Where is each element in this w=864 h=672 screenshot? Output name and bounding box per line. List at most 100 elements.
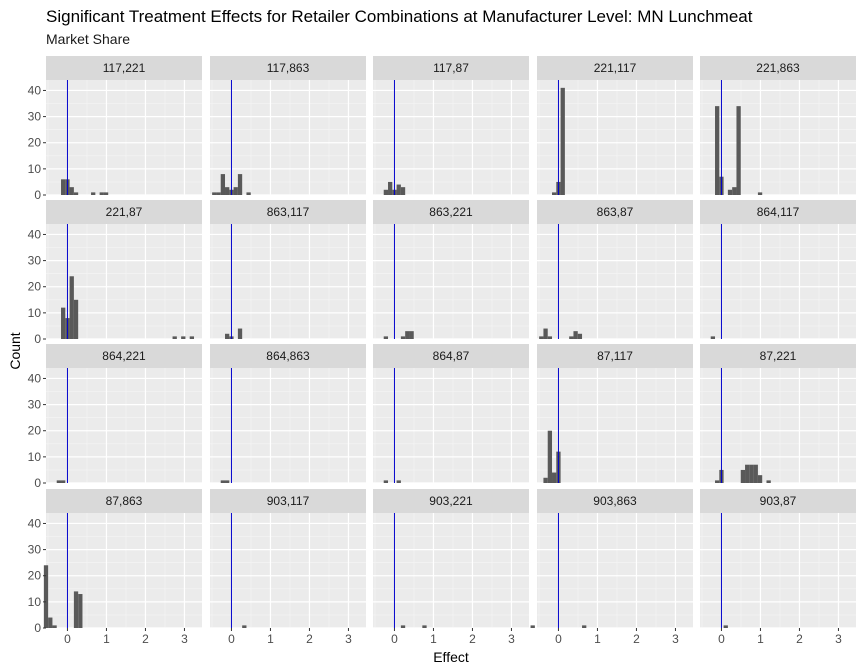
histogram-bar [766,480,771,483]
facet-strip-label: 863,87 [597,205,634,219]
histogram-bar [52,625,57,628]
facet-strip-label: 221,117 [594,61,637,75]
histogram-bar [242,625,247,628]
facet-strip-label: 863,221 [429,205,473,219]
y-tick-label: 30 [28,110,42,124]
histogram-bar [233,187,238,195]
histogram-bar [405,331,410,339]
facet-panel: 221,863 [700,56,856,196]
facet-panel: 117,863 [210,56,366,196]
histogram-bar [710,336,716,339]
panel-background [373,224,529,339]
histogram-bar [552,472,557,483]
histogram-bar [543,328,548,339]
panel-background [210,368,366,483]
panel-background [700,513,856,628]
panel-background [537,224,693,339]
histogram-bar [732,187,737,195]
x-tick-label: 1 [267,632,274,646]
y-tick-label: 0 [34,621,41,635]
panel-background [46,368,202,483]
histogram-bar [103,192,109,195]
panel-background [210,80,366,195]
y-tick-label: 10 [28,162,42,176]
facet-strip [46,489,202,513]
panel-background [46,513,202,628]
facet-strip [373,344,529,368]
x-tick-label: 2 [633,632,640,646]
facet-strip [373,489,529,513]
chart-subtitle: Market Share [46,31,130,47]
histogram-bar [383,336,389,339]
panel-background [537,368,693,483]
y-axis-title: Count [7,332,23,369]
histogram-bar [246,192,251,195]
panel-background [373,513,529,628]
panel-background [700,80,856,195]
histogram-bar [172,336,177,339]
facet-strip-label: 903,221 [429,494,473,508]
facet-strip [537,56,693,80]
histogram-bar [225,333,230,339]
histogram-bar [745,464,750,483]
histogram-bar [396,184,401,195]
facet-strip [46,200,202,224]
y-tick-label: 0 [34,332,41,346]
y-tick-label: 30 [28,254,42,268]
histogram-bar [400,187,406,195]
facet-panel: 87,863 0 10 20 30 40 0 1 2 3 [28,489,202,646]
x-tick-label: 2 [796,632,803,646]
histogram-bar [552,192,557,195]
histogram-bar [388,181,393,195]
facet-strip-label: 117,863 [267,61,310,75]
facet-strip-label: 87,863 [106,494,143,508]
facet-panel: 903,87 0 1 2 3 [700,489,856,646]
histogram-bar [61,179,66,195]
facet-panel: 117,221 0 10 20 30 40 [28,56,202,202]
histogram-bar [409,331,414,339]
facet-strip-label: 903,87 [760,494,797,508]
histogram-bar [73,299,79,339]
histogram-bar [189,336,195,339]
facet-panel: 864,863 [210,344,366,484]
y-tick-label: 20 [28,424,42,438]
facet-strip-label: 864,87 [433,349,470,363]
facet-panel: 863,87 [537,200,693,340]
x-tick-label: 1 [103,632,110,646]
facet-panel: 117,87 [373,56,529,196]
x-tick-label: 1 [430,632,437,646]
facet-panel: 863,117 [210,200,366,340]
panel-background [700,368,856,483]
histogram-bar [383,189,389,195]
y-tick-label: 30 [28,543,42,557]
facet-strip [210,200,366,224]
histogram-bar [73,591,79,628]
histogram-bar [181,336,186,339]
y-tick-label: 10 [28,595,42,609]
facet-panel: 221,117 [537,56,693,196]
facet-panel: 864,87 [373,344,529,484]
histogram-bar [757,192,763,195]
x-tick-label: 0 [718,632,725,646]
panel-background [537,513,693,628]
y-tick-label: 10 [28,450,42,464]
facet-strip-label: 903,863 [593,494,637,508]
facet-strip-label: 87,221 [760,349,797,363]
facet-strip [537,489,693,513]
facet-strip [46,56,202,80]
facet-strip [210,489,366,513]
histogram-bar [757,475,763,483]
histogram-bar [237,328,243,339]
x-tick-label: 0 [64,632,71,646]
histogram-bar [723,625,728,628]
histogram-bar [573,331,578,339]
histogram-bar [73,192,79,195]
x-tick-label: 3 [345,632,352,646]
facet-strip [373,200,529,224]
facet-panel: 87,221 [700,344,856,484]
facet-panel: 864,117 [700,200,856,340]
histogram-bar [577,333,583,339]
y-tick-label: 40 [28,516,42,530]
panel-background [210,224,366,339]
